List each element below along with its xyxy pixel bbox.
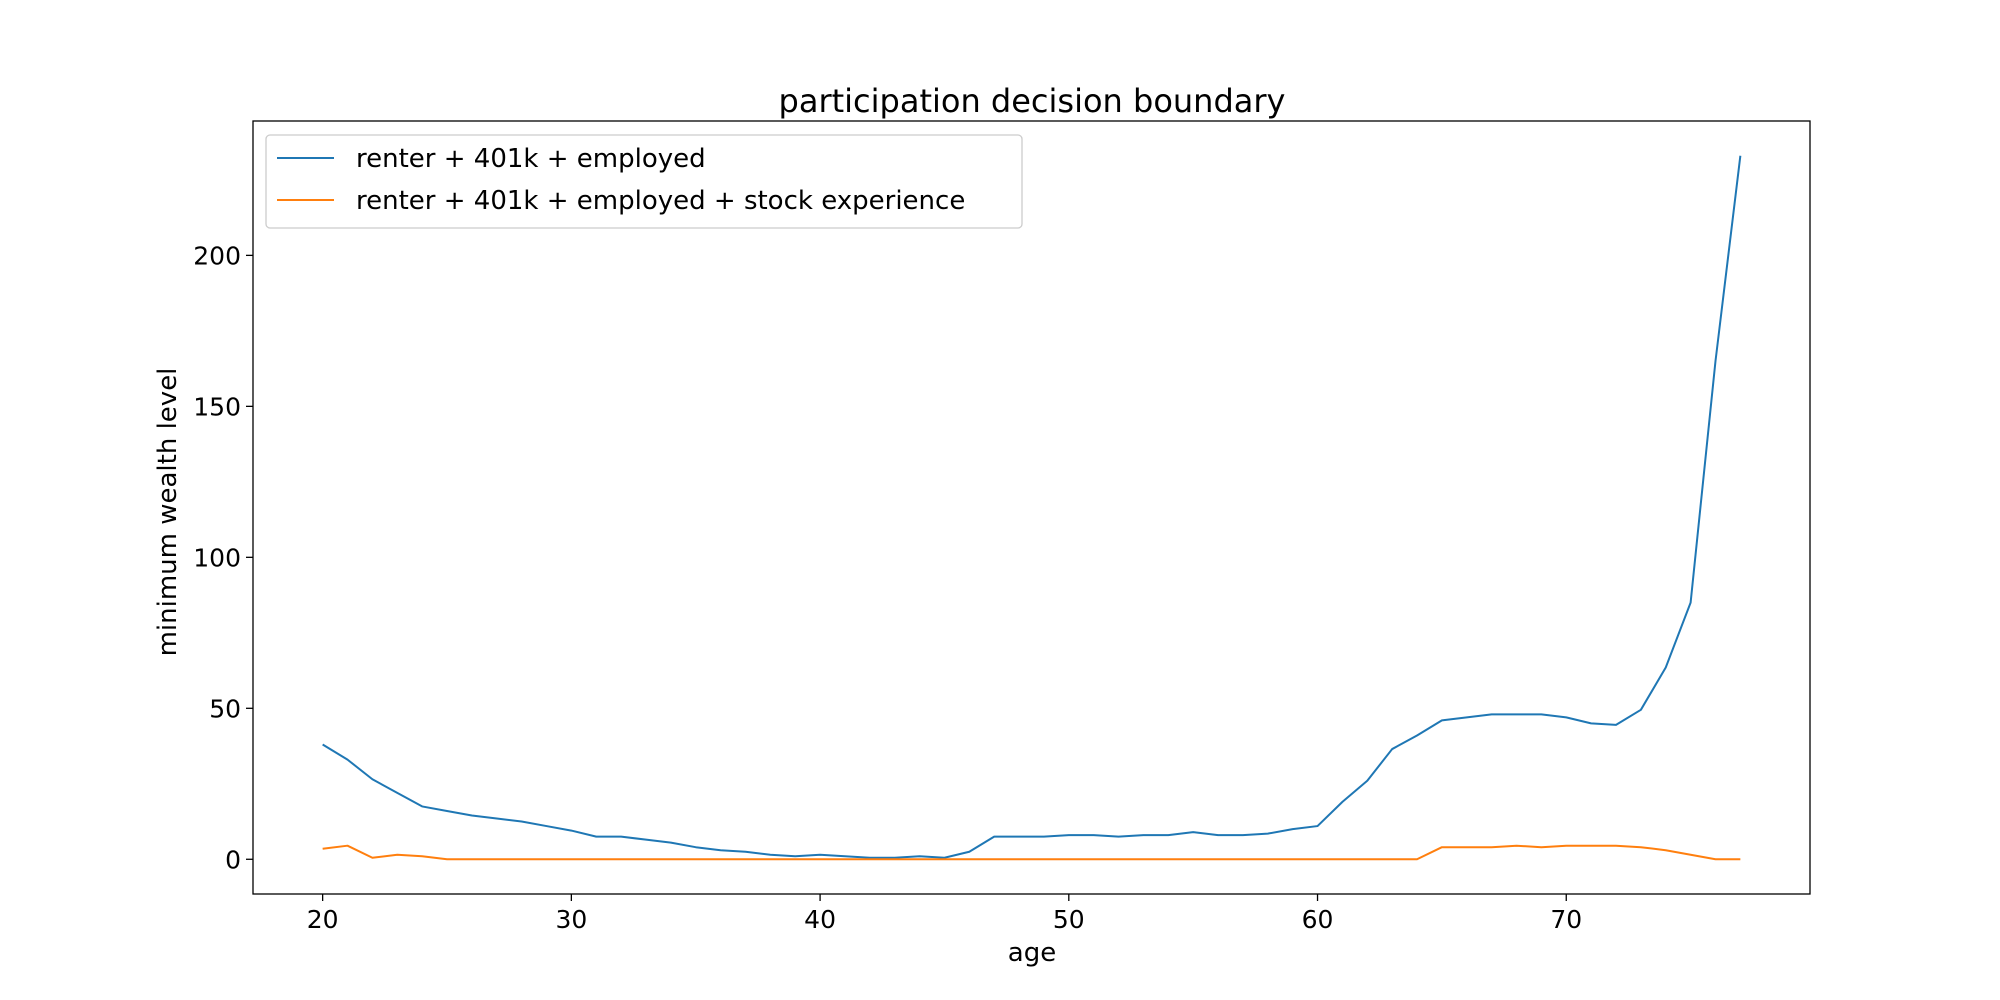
chart-title: participation decision boundary [779, 82, 1286, 120]
x-tick-label: 50 [1053, 905, 1085, 934]
x-tick-label: 20 [307, 905, 339, 934]
series-line-1 [322, 155, 1742, 859]
y-tick-label: 150 [193, 392, 241, 421]
y-tick-label: 200 [193, 241, 241, 270]
legend-label-2: renter + 401k + employed + stock experie… [356, 186, 965, 216]
legend: renter + 401k + employed renter + 401k + … [265, 134, 1023, 229]
legend-box [265, 134, 1023, 229]
y-axis-ticks: 0 50 100 150 200 [193, 241, 253, 874]
y-tick-label: 100 [193, 543, 241, 572]
x-tick-label: 60 [1302, 905, 1334, 934]
y-tick-label: 50 [209, 694, 241, 723]
y-axis-label: minimum wealth level [153, 368, 183, 657]
plot-frame [252, 120, 1811, 895]
x-tick-label: 70 [1550, 905, 1582, 934]
series-line-2 [322, 844, 1741, 861]
x-axis-label: age [1008, 938, 1056, 968]
series-lines [322, 155, 1742, 861]
y-tick-label: 0 [225, 845, 241, 874]
legend-label-1: renter + 401k + employed [356, 144, 706, 174]
x-tick-label: 30 [555, 905, 587, 934]
x-tick-label: 40 [804, 905, 836, 934]
x-axis-ticks: 20 30 40 50 60 70 [307, 894, 1582, 934]
